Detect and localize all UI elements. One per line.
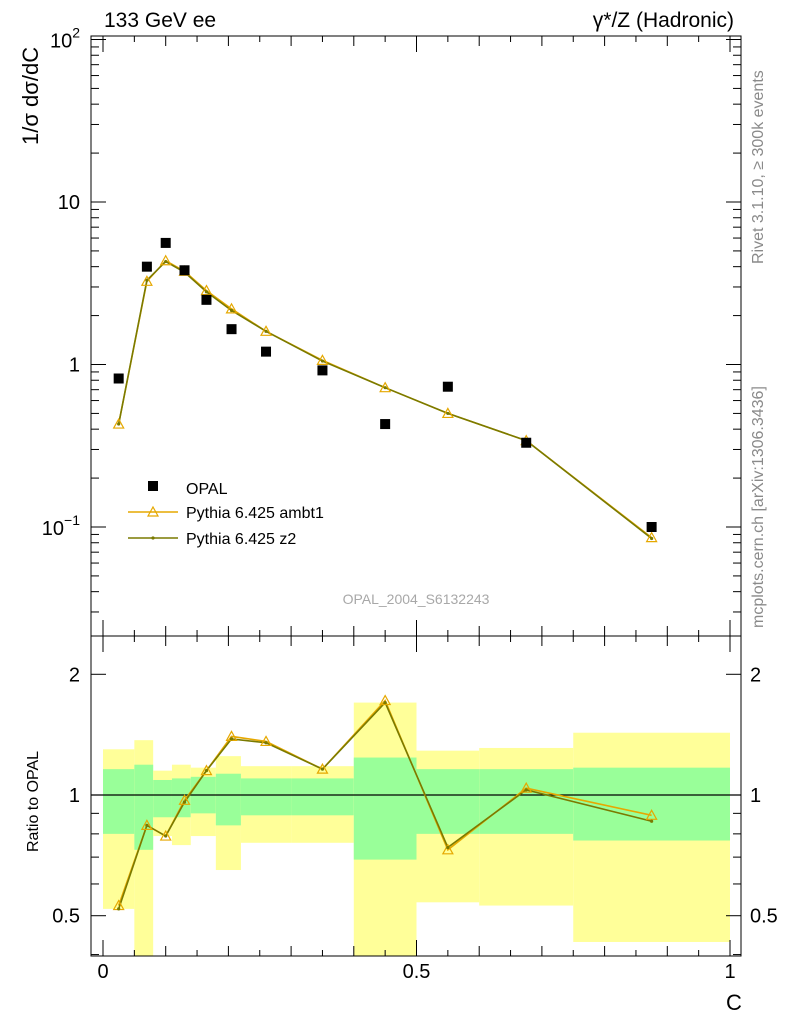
- ratio-z2-point: [164, 834, 168, 838]
- z2-point: [650, 536, 654, 541]
- rivet-version-label: Rivet 3.1.10, ≥ 300k events: [750, 70, 767, 264]
- z2-point: [229, 308, 234, 313]
- ratio-z2-point: [446, 845, 450, 850]
- opal-data-point: [113, 373, 124, 384]
- ratio-y-tick-label-right: 0.5: [750, 906, 778, 928]
- uncertainty-band-inner: [291, 778, 354, 816]
- legend-z2-label: Pythia 6.425 z2: [186, 531, 296, 548]
- uncertainty-band-inner: [353, 757, 417, 860]
- ratio-y-tick-label-left: 2: [69, 664, 80, 686]
- ratio-ambt1-point: [178, 794, 191, 805]
- uncertainty-band-inner: [479, 769, 574, 834]
- ratio-y-axis-label: Ratio to OPAL: [25, 751, 42, 852]
- ratio-z2-point: [204, 769, 209, 773]
- uncertainty-band-inner: [416, 769, 480, 834]
- ambt1-point: [441, 407, 454, 419]
- opal-data-point: [521, 437, 532, 448]
- ratio-ambt1-point: [260, 735, 273, 747]
- y-tick-label-0.1: 10−1: [42, 512, 80, 540]
- z2-point: [446, 411, 450, 416]
- legend-z2-marker: [151, 536, 155, 540]
- opal-data-point: [141, 261, 152, 272]
- opal-data-point: [646, 522, 657, 532]
- opal-data-point: [442, 381, 453, 392]
- z2-point: [264, 329, 268, 333]
- ambt1-point: [159, 254, 172, 266]
- main-plot-marks: [112, 237, 658, 543]
- z2-point: [117, 422, 121, 426]
- ratio-ambt1-point: [520, 781, 533, 793]
- z2-point: [145, 278, 149, 282]
- uncertainty-band-inner: [240, 778, 292, 816]
- z2-point: [164, 259, 168, 264]
- ratio-ambt1-point: [441, 843, 454, 855]
- ambt1-point: [140, 275, 153, 286]
- y-tick-label-100: 102: [50, 25, 80, 53]
- ratio-z2-point: [320, 767, 325, 771]
- uncertainty-band-inner: [171, 778, 191, 818]
- ratio-y-tick-label-left: 1: [69, 785, 80, 807]
- main-plot-axes: 10−1 1 10 102: [42, 25, 742, 637]
- ratio-uncertainty-bands: [103, 702, 730, 956]
- ratio-z2-point: [182, 800, 187, 804]
- x-tick-label: 1: [724, 961, 735, 983]
- ratio-z2-point: [264, 741, 268, 745]
- mcplots-label: mcplots.cern.ch [arXiv:1306.3436]: [750, 386, 767, 628]
- ratio-ambt1-point: [200, 764, 213, 776]
- ratio-ambt1-point: [645, 809, 658, 820]
- x-axis-label: C: [726, 990, 742, 1015]
- ratio-ambt1-point: [140, 819, 153, 830]
- ratio-y-tick-label-right: 1: [750, 785, 761, 807]
- legend: OPAL Pythia 6.425 ambt1 Pythia 6.425 z2: [128, 481, 324, 548]
- opal-data-point: [226, 324, 237, 335]
- legend-opal-label: OPAL: [186, 481, 228, 498]
- ratio-z2-point: [524, 788, 528, 792]
- chart-title-right: γ*/Z (Hadronic): [593, 9, 734, 32]
- opal-data-point: [160, 237, 171, 248]
- ratio-z2-line: [117, 701, 652, 910]
- opal-data-point: [380, 419, 391, 430]
- ambt1-point: [260, 325, 273, 336]
- ratio-y-tick-label-left: 0.5: [52, 906, 80, 928]
- ambt1-point: [379, 381, 392, 393]
- ratio-ambt1-point: [316, 762, 329, 774]
- ratio-plot-axes: 0.5 0.5 1 1 2 2 0 0.5 1: [52, 635, 778, 983]
- ratio-z2-point: [145, 823, 149, 827]
- x-tick-label: 0: [97, 961, 108, 983]
- opal-data-point: [317, 365, 328, 376]
- legend-ambt1-marker: [146, 505, 160, 517]
- chart-title-left: 133 GeV ee: [104, 9, 216, 32]
- legend-ambt1-label: Pythia 6.425 ambt1: [186, 505, 324, 522]
- ratio-z2-point: [229, 737, 234, 741]
- uncertainty-band-inner: [103, 769, 135, 834]
- uncertainty-band-inner: [134, 764, 154, 850]
- z2-point: [383, 386, 387, 390]
- y-tick-label-10: 10: [58, 192, 80, 214]
- opal-data-point: [179, 265, 190, 276]
- opal-data-point: [261, 346, 272, 357]
- ratio-z2-point: [650, 819, 654, 823]
- ambt1-point: [225, 302, 238, 314]
- main-plot-y-axis-label: 1/σ dσ/dC: [18, 47, 43, 145]
- analysis-watermark: OPAL_2004_S6132243: [343, 591, 490, 607]
- ratio-z2-point: [383, 700, 387, 705]
- uncertainty-band-inner: [215, 773, 241, 826]
- ratio-ambt1-point: [379, 694, 392, 706]
- ambt1-point: [316, 354, 329, 365]
- ambt1-point: [200, 284, 213, 296]
- opal-data-point: [201, 294, 212, 305]
- ambt1-point: [112, 417, 125, 429]
- z2-point: [204, 290, 209, 294]
- y-tick-label-1: 1: [69, 355, 80, 377]
- z2-point: [320, 359, 325, 363]
- ratio-ambt1-point: [159, 829, 172, 841]
- ambt1-point: [645, 531, 658, 543]
- uncertainty-band-inner: [153, 779, 172, 818]
- x-tick-label: 0.5: [403, 961, 431, 983]
- legend-opal-marker: [148, 481, 158, 491]
- ratio-plot-marks: [91, 694, 741, 911]
- ratio-z2-point: [117, 907, 121, 911]
- ratio-y-tick-label-right: 2: [750, 664, 761, 686]
